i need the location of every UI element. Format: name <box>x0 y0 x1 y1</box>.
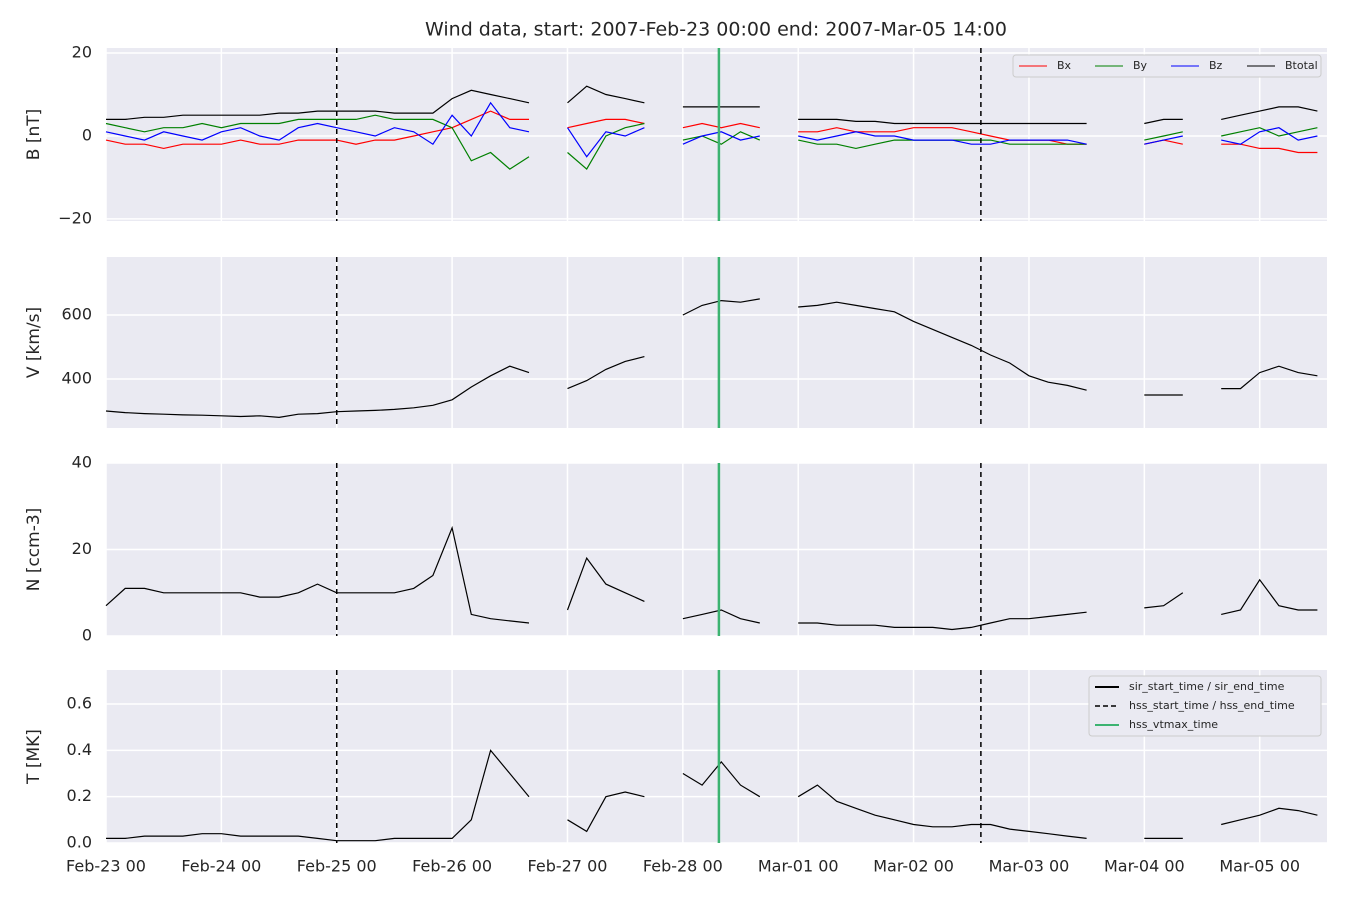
legend-label: Btotal <box>1285 59 1318 72</box>
y-tick-label: 0.0 <box>67 833 92 852</box>
y-tick-label: 400 <box>61 369 92 388</box>
y-axis-label: V [km/s] <box>24 307 44 378</box>
legend-label: hss_start_time / hss_end_time <box>1129 699 1295 712</box>
legend-label: By <box>1133 59 1148 72</box>
x-tick-label: Mar-04 00 <box>1104 857 1185 876</box>
y-tick-label: 0 <box>82 626 92 645</box>
x-tick-label: Feb-27 00 <box>528 857 608 876</box>
legend-label: sir_start_time / sir_end_time <box>1129 680 1285 693</box>
plot-area <box>106 257 1327 428</box>
chart-title: Wind data, start: 2007-Feb-23 00:00 end:… <box>425 19 1007 41</box>
y-tick-label: 20 <box>72 42 92 61</box>
x-tick-label: Feb-23 00 <box>66 857 146 876</box>
y-tick-label: −20 <box>58 208 92 227</box>
y-tick-label: 600 <box>61 304 92 323</box>
data-line <box>105 525 1318 631</box>
x-tick-label: Feb-24 00 <box>181 857 261 876</box>
y-tick-label: 20 <box>72 539 92 558</box>
y-axis-label: N [ccm-3] <box>24 508 44 592</box>
y-axis-label: B [nT] <box>24 109 44 161</box>
y-axis-label: T [MK] <box>24 729 44 785</box>
x-tick-label: Feb-26 00 <box>412 857 492 876</box>
y-tick-label: 0 <box>82 125 92 144</box>
data-line <box>105 110 1318 154</box>
y-tick-label: 40 <box>72 453 92 472</box>
data-line <box>106 85 1318 125</box>
data-line <box>105 298 1318 419</box>
y-tick-label: 0.6 <box>67 694 92 713</box>
y-tick-label: 0.2 <box>67 786 92 805</box>
x-tick-label: Mar-03 00 <box>989 857 1070 876</box>
y-tick-label: 0.4 <box>67 740 92 759</box>
data-line <box>106 749 1318 842</box>
x-tick-label: Feb-25 00 <box>297 857 377 876</box>
x-tick-label: Mar-01 00 <box>758 857 839 876</box>
x-tick-label: Mar-05 00 <box>1219 857 1300 876</box>
legend-box <box>1088 675 1322 737</box>
x-tick-label: Mar-02 00 <box>873 857 954 876</box>
x-tick-label: Feb-28 00 <box>643 857 723 876</box>
data-line <box>105 101 1318 158</box>
legend-label: Bx <box>1057 59 1072 72</box>
legend-label: hss_vtmax_time <box>1129 718 1218 731</box>
legend-label: Bz <box>1209 59 1223 72</box>
legend-box <box>1012 54 1322 78</box>
